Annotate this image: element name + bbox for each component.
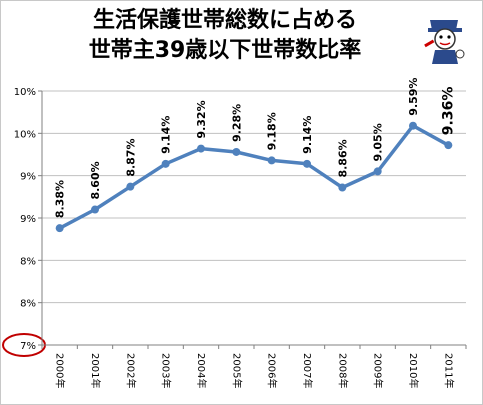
chart-title-line-1: 生活保護世帯総数に占める [92,8,357,33]
x-tick-label: 2005年 [230,353,243,388]
data-label: 8.86% [336,139,349,177]
data-point [126,182,135,191]
data-label: 9.32% [195,100,208,138]
x-tick-label: 2003年 [160,353,173,388]
y-tick-label: 10% [14,129,36,140]
x-tick-label: 2009年 [372,353,385,388]
data-point [338,183,347,192]
y-tick-label: 8% [20,256,36,267]
y-tick-label: 10% [14,87,36,98]
data-point [161,159,170,168]
data-point [91,205,99,214]
data-label: 9.05% [372,123,385,161]
data-label: 9.28% [230,104,243,142]
x-tick-label: 2004年 [195,353,208,388]
data-point [197,144,205,153]
data-point [55,224,64,233]
data-point [444,141,453,150]
y-tick-label: 9% [20,214,36,225]
mascot-icon [424,20,465,64]
data-point [409,121,417,130]
chart-title: 生活保護世帯総数に占める 世帯主39歳以下世帯数比率 [60,6,390,66]
chart-title-line-2: 世帯主39歳以下世帯数比率 [88,38,362,63]
x-tick-label: 2002年 [124,353,137,388]
data-point [373,167,382,176]
data-label: 9.36% [440,87,456,136]
data-label: 9.59% [407,78,420,116]
y-tick-label: 7% [20,341,36,352]
y-tick-label: 9% [20,172,36,183]
x-tick-label: 2011年 [442,353,455,388]
x-tick-label: 2006年 [266,353,279,388]
data-label: 9.14% [160,116,173,154]
x-tick-label: 2000年 [54,353,67,388]
y-tick-label: 8% [20,299,36,310]
data-label: 9.14% [301,116,314,154]
x-tick-label: 2007年 [301,353,314,388]
x-tick-label: 2008年 [336,353,349,388]
data-label: 8.38% [54,180,67,218]
data-label: 8.60% [89,161,102,199]
x-tick-label: 2010年 [407,353,420,388]
data-point [303,159,311,168]
x-tick-label: 2001年 [89,353,102,388]
data-point [232,147,241,156]
data-label: 9.18% [266,112,279,150]
data-label: 8.87% [124,139,137,177]
series-line [57,123,451,230]
data-point [267,156,276,165]
